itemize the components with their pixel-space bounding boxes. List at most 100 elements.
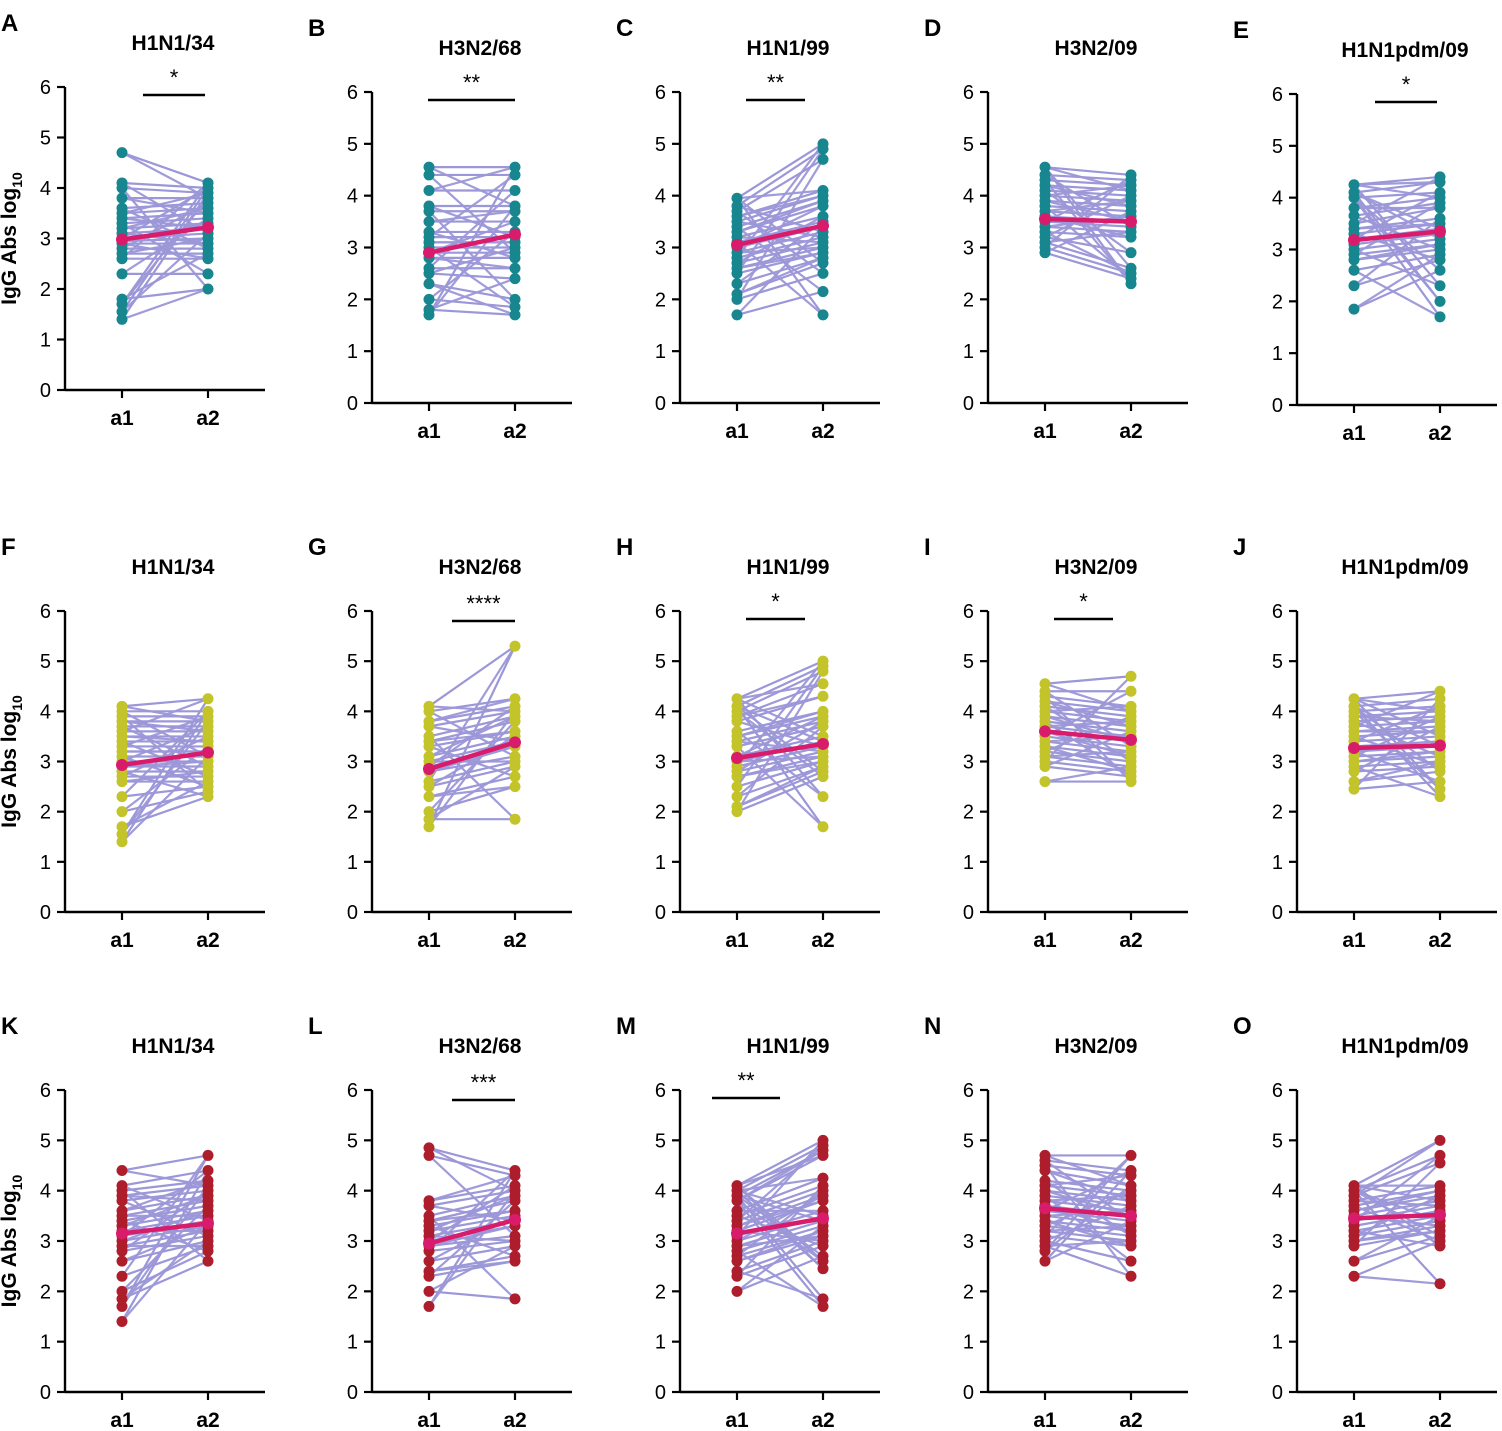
- dot-a1: [423, 1149, 435, 1161]
- significance-label: **: [463, 70, 481, 95]
- dot-a2: [1434, 202, 1446, 214]
- paired-line: [1044, 1179, 1132, 1192]
- paired-line: [1044, 189, 1132, 197]
- paired-line: [428, 272, 516, 280]
- dot-a2: [1125, 685, 1137, 697]
- y-tick-label: 6: [963, 1080, 974, 1102]
- paired-line: [428, 205, 516, 316]
- dot-a2: [817, 1293, 829, 1305]
- paired-line: [736, 750, 824, 773]
- dot-a2: [817, 1195, 829, 1207]
- dot-a2: [509, 771, 521, 783]
- paired-line: [1353, 1184, 1441, 1202]
- significance-label: **: [737, 1068, 755, 1093]
- mean-dot-a1: [116, 759, 128, 772]
- y-tick-label: 3: [40, 1231, 51, 1253]
- y-tick-label: 4: [655, 701, 666, 723]
- significance-label: *: [170, 65, 179, 90]
- dot-a2: [202, 253, 214, 265]
- x-tick-label: a2: [811, 420, 834, 443]
- y-tick-label: 4: [1272, 701, 1283, 723]
- dot-a2: [202, 1245, 214, 1257]
- mean-dot-a2: [509, 1213, 521, 1226]
- dot-a2: [817, 143, 829, 155]
- paired-line: [1044, 1159, 1132, 1172]
- dot-a1: [423, 791, 435, 803]
- y-tick-label: 4: [347, 1181, 358, 1203]
- mean-dot-a1: [731, 1227, 743, 1240]
- x-tick-label: a2: [811, 929, 834, 952]
- paired-line: [1044, 1169, 1132, 1187]
- dot-a2: [817, 690, 829, 702]
- paired-line: [428, 256, 516, 270]
- x-tick-label: a2: [196, 407, 219, 430]
- dot-a1: [116, 836, 128, 848]
- paired-line: [121, 1209, 209, 1227]
- paired-line: [1353, 1194, 1441, 1212]
- x-tick-label: a2: [1428, 422, 1451, 445]
- x-tick-label: a1: [725, 929, 749, 952]
- paired-line: [1353, 197, 1441, 318]
- x-tick-label: a2: [811, 1409, 834, 1431]
- paired-line: [1044, 715, 1132, 728]
- dot-a1: [731, 293, 743, 305]
- panel-title: H1N1pdm/09: [1341, 1035, 1468, 1058]
- panel-o: O H1N1pdm/09 0 1 2 3 4 5 6 a1 a2: [1233, 1013, 1497, 1431]
- paired-line: [121, 1169, 209, 1323]
- paired-line: [1044, 1229, 1132, 1243]
- paired-line: [736, 670, 824, 813]
- y-tick-label: 3: [963, 238, 974, 260]
- dot-a2: [1125, 776, 1137, 788]
- panel-g: G H3N2/68 0 1 2 3 4 5 6 a1 a2 ****: [308, 534, 572, 952]
- dot-a2: [1434, 1240, 1446, 1252]
- paired-line: [121, 1194, 209, 1212]
- paired-line: [1353, 183, 1441, 199]
- dot-a1: [731, 1255, 743, 1267]
- dot-a2: [1434, 1149, 1446, 1161]
- y-axis-label: IgG Abs log10: [0, 695, 25, 828]
- y-tick-label: 1: [963, 852, 974, 874]
- paired-line: [1353, 1234, 1441, 1263]
- paired-line: [736, 148, 824, 275]
- significance-label: **: [767, 70, 785, 95]
- paired-line: [121, 755, 209, 843]
- dot-a1: [423, 1142, 435, 1154]
- paired-line: [1353, 206, 1441, 225]
- paired-line: [736, 230, 824, 254]
- y-tick-label: 5: [1272, 136, 1283, 158]
- y-tick-label: 2: [40, 802, 51, 824]
- dot-a2: [817, 720, 829, 732]
- dot-a2: [1434, 685, 1446, 697]
- paired-line: [121, 222, 209, 230]
- paired-line: [736, 1144, 824, 1192]
- dot-a2: [817, 678, 829, 690]
- paired-line: [428, 697, 516, 713]
- dot-a1: [423, 267, 435, 279]
- panel-title: H3N2/68: [439, 1035, 522, 1058]
- panel-title: H3N2/09: [1055, 556, 1138, 579]
- dot-a2: [509, 640, 521, 652]
- paired-line: [736, 670, 824, 713]
- paired-line: [428, 1255, 516, 1273]
- paired-line: [428, 1146, 516, 1192]
- paired-line: [1353, 730, 1441, 738]
- paired-line: [1353, 725, 1441, 733]
- y-tick-label: 1: [655, 1332, 666, 1354]
- panel-letter: O: [1233, 1013, 1252, 1040]
- paired-line: [428, 720, 516, 743]
- paired-line: [121, 187, 209, 313]
- paired-line: [736, 1200, 824, 1308]
- paired-line: [1044, 166, 1132, 285]
- y-tick-label: 6: [1272, 601, 1283, 623]
- dot-a1: [423, 821, 435, 833]
- paired-line: [736, 765, 824, 798]
- y-tick-label: 5: [1272, 651, 1283, 673]
- dot-a1: [116, 1245, 128, 1257]
- dot-a2: [1434, 264, 1446, 276]
- y-tick-label: 4: [963, 1181, 974, 1203]
- y-axis-label-main: IgG Abs log: [0, 711, 21, 828]
- x-tick-label: a2: [503, 420, 526, 443]
- dot-a1: [116, 1300, 128, 1312]
- y-tick-label: 0: [655, 902, 666, 924]
- dot-a1: [423, 781, 435, 793]
